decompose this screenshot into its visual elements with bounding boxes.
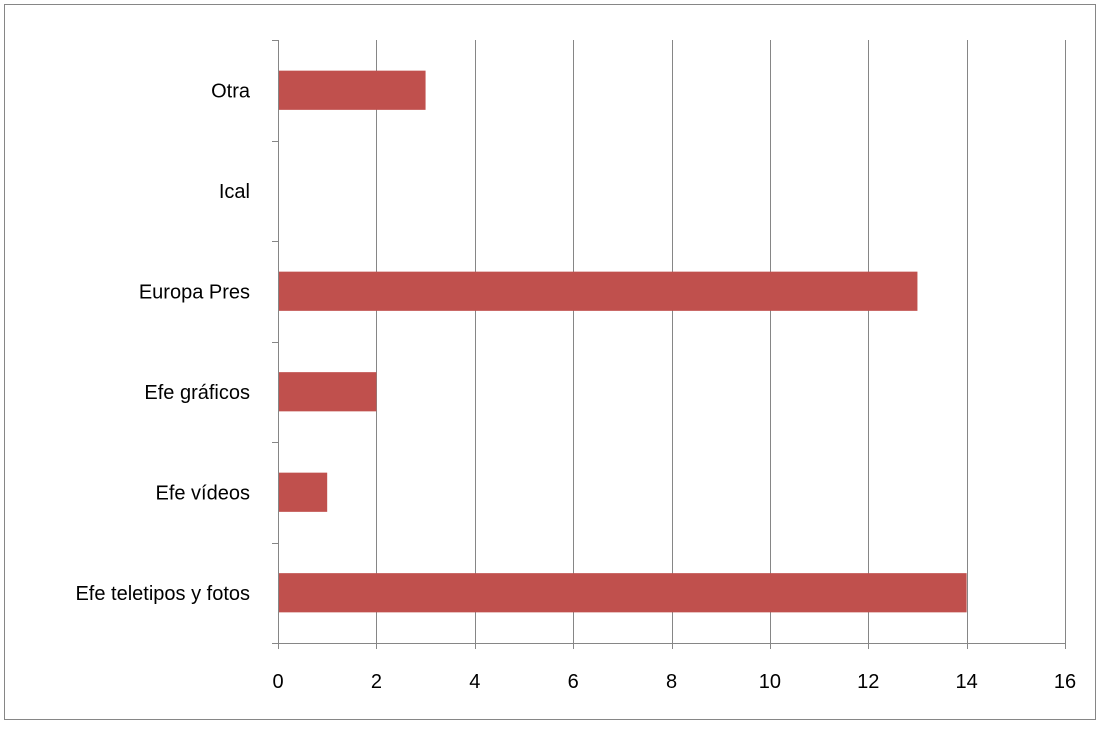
x-tick-label: 10 (759, 671, 781, 693)
x-tick-label: 16 (1054, 671, 1076, 693)
bar (279, 372, 377, 412)
x-tick-labels: 0 2 4 6 8 10 12 14 16 (272, 671, 1076, 693)
category-label: Otra (211, 80, 251, 102)
category-label: Efe gráficos (144, 382, 250, 404)
bar (279, 573, 967, 613)
category-label: Europa Pres (139, 281, 250, 303)
x-tick-label: 8 (666, 671, 677, 693)
bar (279, 271, 918, 311)
x-tick-label: 2 (371, 671, 382, 693)
bars (279, 70, 967, 613)
grid-lines (376, 40, 1066, 643)
x-tick-label: 14 (956, 671, 978, 693)
x-tick-label: 6 (568, 671, 579, 693)
category-label: Ical (219, 181, 250, 203)
category-label: Efe teletipos y fotos (75, 583, 250, 605)
x-tick-label: 12 (857, 671, 879, 693)
bar (279, 472, 328, 512)
category-label: Efe vídeos (155, 482, 250, 504)
bar (279, 70, 426, 110)
category-labels: Otra Ical Europa Pres Efe gráficos Efe vídeo… (75, 80, 250, 605)
x-tick-label: 0 (272, 671, 283, 693)
x-tick-label: 4 (469, 671, 480, 693)
axes (272, 40, 1066, 649)
